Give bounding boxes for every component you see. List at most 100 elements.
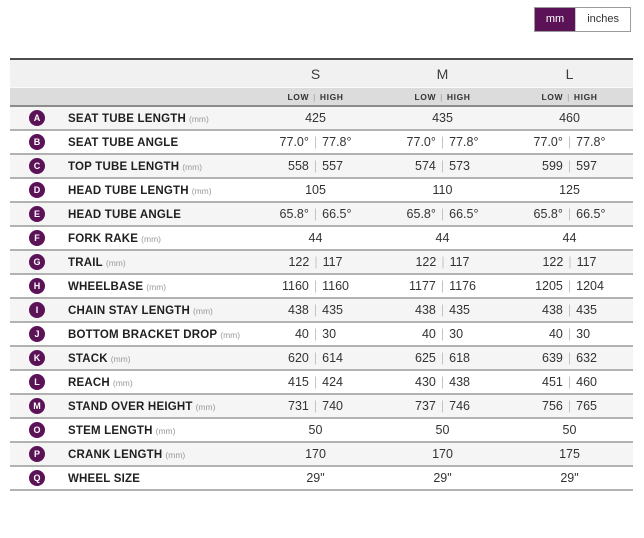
row-unit: (mm) (195, 402, 216, 412)
value-cell: 430 | 438 (379, 375, 506, 389)
badge-cell: K (10, 350, 57, 366)
badge-cell: Q (10, 470, 57, 486)
value-cell: 40 | 30 (252, 327, 379, 341)
value-text: 50 (435, 423, 450, 437)
value-text: 77.8° (322, 135, 352, 149)
value-text: 438 (415, 303, 436, 317)
table-row: Q WHEEL SIZE 29" 29" 29" (10, 467, 633, 491)
value-separator: | (567, 327, 572, 341)
row-label: STACK (68, 353, 108, 365)
value-text: 117 (449, 255, 470, 269)
value-cell: 558 | 557 (252, 159, 379, 173)
value-separator: | (567, 351, 572, 365)
label-cell: TRAIL (mm) (57, 253, 252, 271)
value-text: 65.8° (279, 207, 309, 221)
value-text: 438 (449, 375, 470, 389)
row-label: BOTTOM BRACKET DROP (68, 329, 218, 341)
value-text: 625 (415, 351, 436, 365)
value-cell: 29" (252, 471, 379, 485)
badge-cell: J (10, 326, 57, 342)
value-text: 415 (288, 375, 309, 389)
value-text: 597 (576, 159, 597, 173)
value-text: 30 (576, 327, 591, 341)
lowhigh-separator: | (313, 91, 316, 102)
row-unit: (mm) (141, 234, 161, 244)
row-unit: (mm) (191, 186, 212, 196)
row-label: STEM LENGTH (68, 425, 153, 437)
value-cell: 65.8° | 66.5° (252, 207, 379, 221)
value-separator: | (440, 327, 445, 341)
lowhigh-header-cell: LOW | HIGH (506, 92, 633, 102)
value-text: 632 (576, 351, 597, 365)
row-letter-badge: L (29, 374, 45, 390)
value-cell: 599 | 597 (506, 159, 633, 173)
lowhigh-separator: | (440, 91, 443, 102)
label-cell: FORK RAKE (mm) (57, 229, 252, 247)
value-cell: 122 | 117 (252, 255, 379, 269)
value-separator: | (440, 159, 445, 173)
value-text: 170 (432, 447, 453, 461)
label-cell: STAND OVER HEIGHT (mm) (57, 397, 252, 415)
value-cell: 110 (379, 183, 506, 197)
value-text: 614 (322, 351, 343, 365)
value-cell: 625 | 618 (379, 351, 506, 365)
inches-button[interactable]: inches (575, 8, 630, 31)
label-cell: TOP TUBE LENGTH (mm) (57, 157, 252, 175)
value-cell: 77.0° | 77.8° (252, 135, 379, 149)
low-label: LOW (541, 91, 564, 102)
table-row: O STEM LENGTH (mm) 50 50 50 (10, 419, 633, 443)
value-text: 1160 (322, 279, 350, 293)
value-text: 117 (576, 255, 597, 269)
value-separator: | (567, 279, 572, 293)
value-cell: 105 (252, 183, 379, 197)
value-cell: 438 | 435 (506, 303, 633, 317)
row-unit: (mm) (110, 354, 131, 364)
value-text: 122 (542, 255, 564, 269)
value-text: 50 (562, 423, 577, 437)
label-cell: CRANK LENGTH (mm) (57, 445, 252, 463)
value-separator: | (313, 303, 318, 317)
value-text: 737 (415, 399, 436, 413)
value-cell: 29" (379, 471, 506, 485)
row-unit: (mm) (193, 306, 213, 316)
value-text: 438 (542, 303, 563, 317)
value-separator: | (313, 279, 318, 293)
value-text: 460 (576, 375, 597, 389)
badge-cell: B (10, 134, 57, 150)
value-cell: 1160 | 1160 (252, 279, 379, 293)
value-cell: 435 (379, 111, 506, 125)
value-cell: 438 | 435 (379, 303, 506, 317)
row-letter-badge: K (29, 350, 45, 366)
value-separator: | (440, 399, 445, 413)
row-label: CRANK LENGTH (68, 449, 163, 461)
value-text: 40 (548, 327, 563, 341)
value-separator: | (440, 135, 445, 149)
badge-cell: P (10, 446, 57, 462)
row-label: REACH (68, 377, 110, 389)
table-body: A SEAT TUBE LENGTH (mm) 425 435 460 B SEAT TUBE… (10, 107, 633, 491)
value-text: 105 (305, 183, 326, 197)
mm-button[interactable]: mm (534, 8, 576, 31)
value-text: 50 (308, 423, 323, 437)
value-text: 125 (559, 183, 580, 197)
value-cell: 44 (252, 231, 379, 245)
value-text: 435 (576, 303, 597, 317)
value-text: 66.5° (449, 207, 479, 221)
value-separator: | (568, 255, 572, 269)
badge-cell: G (10, 254, 57, 270)
value-text: 44 (562, 231, 577, 245)
value-cell: 175 (506, 447, 633, 461)
value-text: 65.8° (533, 207, 563, 221)
value-cell: 438 | 435 (252, 303, 379, 317)
value-separator: | (567, 159, 572, 173)
value-cell: 122 | 117 (379, 255, 506, 269)
table-row: J BOTTOM BRACKET DROP (mm) 40 | 30 40 | 30 40 | 30 (10, 323, 633, 347)
value-text: 30 (322, 327, 337, 341)
value-text: 599 (542, 159, 563, 173)
value-separator: | (313, 207, 318, 221)
label-cell: WHEELBASE (mm) (57, 277, 252, 295)
value-text: 65.8° (406, 207, 436, 221)
label-cell: REACH (mm) (57, 373, 252, 391)
label-cell: HEAD TUBE ANGLE (57, 205, 252, 223)
